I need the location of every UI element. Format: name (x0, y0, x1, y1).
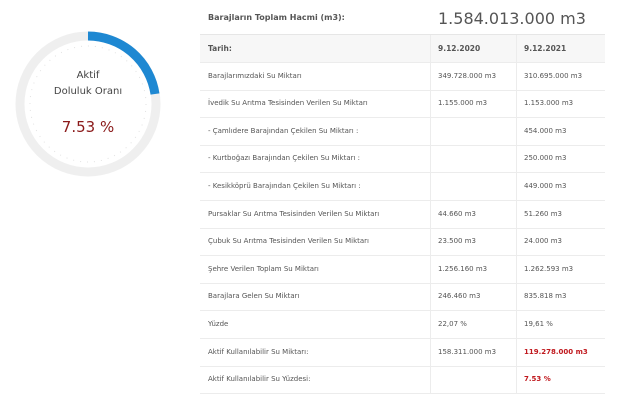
table-row: Aktif Kullanılabilir Su Miktarı: 158.311.… (200, 338, 605, 367)
table-cell: 246.460 m3 (438, 292, 481, 301)
gauge-arc (87, 31, 160, 95)
table-cell: Barajlarımızdaki Su Miktarı (208, 71, 302, 80)
table-cell: 51.260 m3 (524, 209, 562, 218)
table-row: - Kesikköprü Barajından Çekilen Su Mikta… (200, 173, 605, 201)
table-cell: Barajlara Gelen Su Miktarı (208, 292, 300, 301)
table-cell: 310.695.000 m3 (524, 71, 583, 80)
column-divider (516, 228, 517, 256)
table-cell: 9.12.2020 (438, 44, 481, 53)
table-cell: 119.278.000 m3 (524, 347, 588, 356)
column-divider (430, 338, 431, 366)
column-divider (430, 255, 431, 283)
table-cell: Aktif Kullanılabilir Su Yüzdesi: (208, 375, 311, 384)
table-cell: 22,07 % (438, 320, 467, 328)
gauge-value: 7.53 % (61, 118, 115, 136)
column-divider (516, 117, 517, 145)
table-cell: 7.53 % (524, 375, 551, 384)
column-divider (516, 311, 517, 338)
gauge (15, 31, 161, 177)
column-divider (516, 62, 517, 90)
column-divider (430, 35, 431, 62)
table-cell: - Çamlıdere Barajından Çekilen Su Miktar… (208, 126, 359, 135)
table-cell: Şehre Verilen Toplam Su Miktarı (208, 264, 319, 273)
table-cell: Pursaklar Su Arıtma Tesisinden Verilen S… (208, 209, 380, 218)
column-divider (430, 117, 431, 145)
table-cell: 454.000 m3 (524, 126, 567, 135)
table-cell: 250.000 m3 (524, 154, 567, 163)
column-divider (430, 62, 431, 90)
table-cell: Çubuk Su Arıtma Tesisinden Verilen Su Mi… (208, 237, 369, 246)
column-divider (430, 145, 431, 173)
table-row: Şehre Verilen Toplam Su Miktarı 1.256.160… (200, 255, 605, 284)
table-cell: 24.000 m3 (524, 237, 562, 246)
table-cell: 1.256.160 m3 (438, 264, 488, 273)
table-row: - Kurtboğazı Barajından Çekilen Su Mikta… (200, 145, 605, 174)
column-divider (516, 173, 517, 200)
column-divider (430, 311, 431, 338)
column-divider (430, 200, 431, 228)
column-divider (430, 283, 431, 311)
table-row: Çubuk Su Arıtma Tesisinden Verilen Su Mi… (200, 228, 605, 257)
table-cell: Aktif Kullanılabilir Su Miktarı: (208, 347, 309, 356)
table-cell: 449.000 m3 (524, 182, 567, 190)
table-row: Yüzde 22,07 % 19,61 % (200, 311, 605, 339)
table-cell: 158.311.000 m3 (438, 347, 497, 356)
table-cell: Tarih: (208, 44, 232, 53)
column-divider (430, 228, 431, 256)
table-cell: 44.660 m3 (438, 209, 476, 218)
column-divider (516, 338, 517, 366)
table-row: Tarih: 9.12.2020 9.12.2021 (200, 35, 605, 63)
table-row: Barajlara Gelen Su Miktarı 246.460 m3 835.… (200, 283, 605, 312)
gauge-label: Aktif (76, 70, 100, 81)
table-row: Aktif Kullanılabilir Su Yüzdesi: 7.53 % (200, 366, 605, 395)
column-divider (516, 90, 517, 118)
table-cell: 19,61 % (524, 320, 553, 328)
table-row: Barajlarımızdaki Su Miktarı 349.728.000 m… (200, 62, 605, 91)
table-cell: 349.728.000 m3 (438, 71, 497, 80)
table-cell: 1.262.593 m3 (524, 264, 574, 273)
table-cell: - Kesikköprü Barajından Çekilen Su Mikta… (208, 182, 361, 190)
table-cell: Yüzde (208, 320, 229, 328)
column-divider (516, 200, 517, 228)
column-divider (516, 35, 517, 62)
gauge-ticks (29, 45, 147, 163)
table-cell: 23.500 m3 (438, 237, 476, 246)
table-cell: 1.153.000 m3 (524, 99, 574, 108)
table-header: Barajların Toplam Hacmi (m3): 1.584.013.… (200, 4, 605, 35)
total-value: 1.584.013.000 m3 (438, 9, 586, 28)
table-cell: 835.818 m3 (524, 292, 567, 301)
column-divider (516, 255, 517, 283)
table-row: Pursaklar Su Arıtma Tesisinden Verilen S… (200, 200, 605, 229)
table-row: - Çamlıdere Barajından Çekilen Su Miktar… (200, 117, 605, 146)
column-divider (430, 366, 431, 394)
table-row: İvedik Su Arıtma Tesisinden Verilen Su M… (200, 90, 605, 119)
column-divider (516, 145, 517, 173)
table-cell: İvedik Su Arıtma Tesisinden Verilen Su M… (208, 99, 368, 108)
column-divider (516, 283, 517, 311)
gauge-label: Doluluk Oranı (53, 86, 123, 97)
table-cell: 1.155.000 m3 (438, 99, 488, 108)
table-cell: 9.12.2021 (524, 44, 567, 53)
total-label: Barajların Toplam Hacmi (m3): (208, 13, 345, 22)
column-divider (430, 90, 431, 118)
table-cell: - Kurtboğazı Barajından Çekilen Su Mikta… (208, 154, 361, 163)
column-divider (516, 366, 517, 394)
column-divider (430, 173, 431, 200)
